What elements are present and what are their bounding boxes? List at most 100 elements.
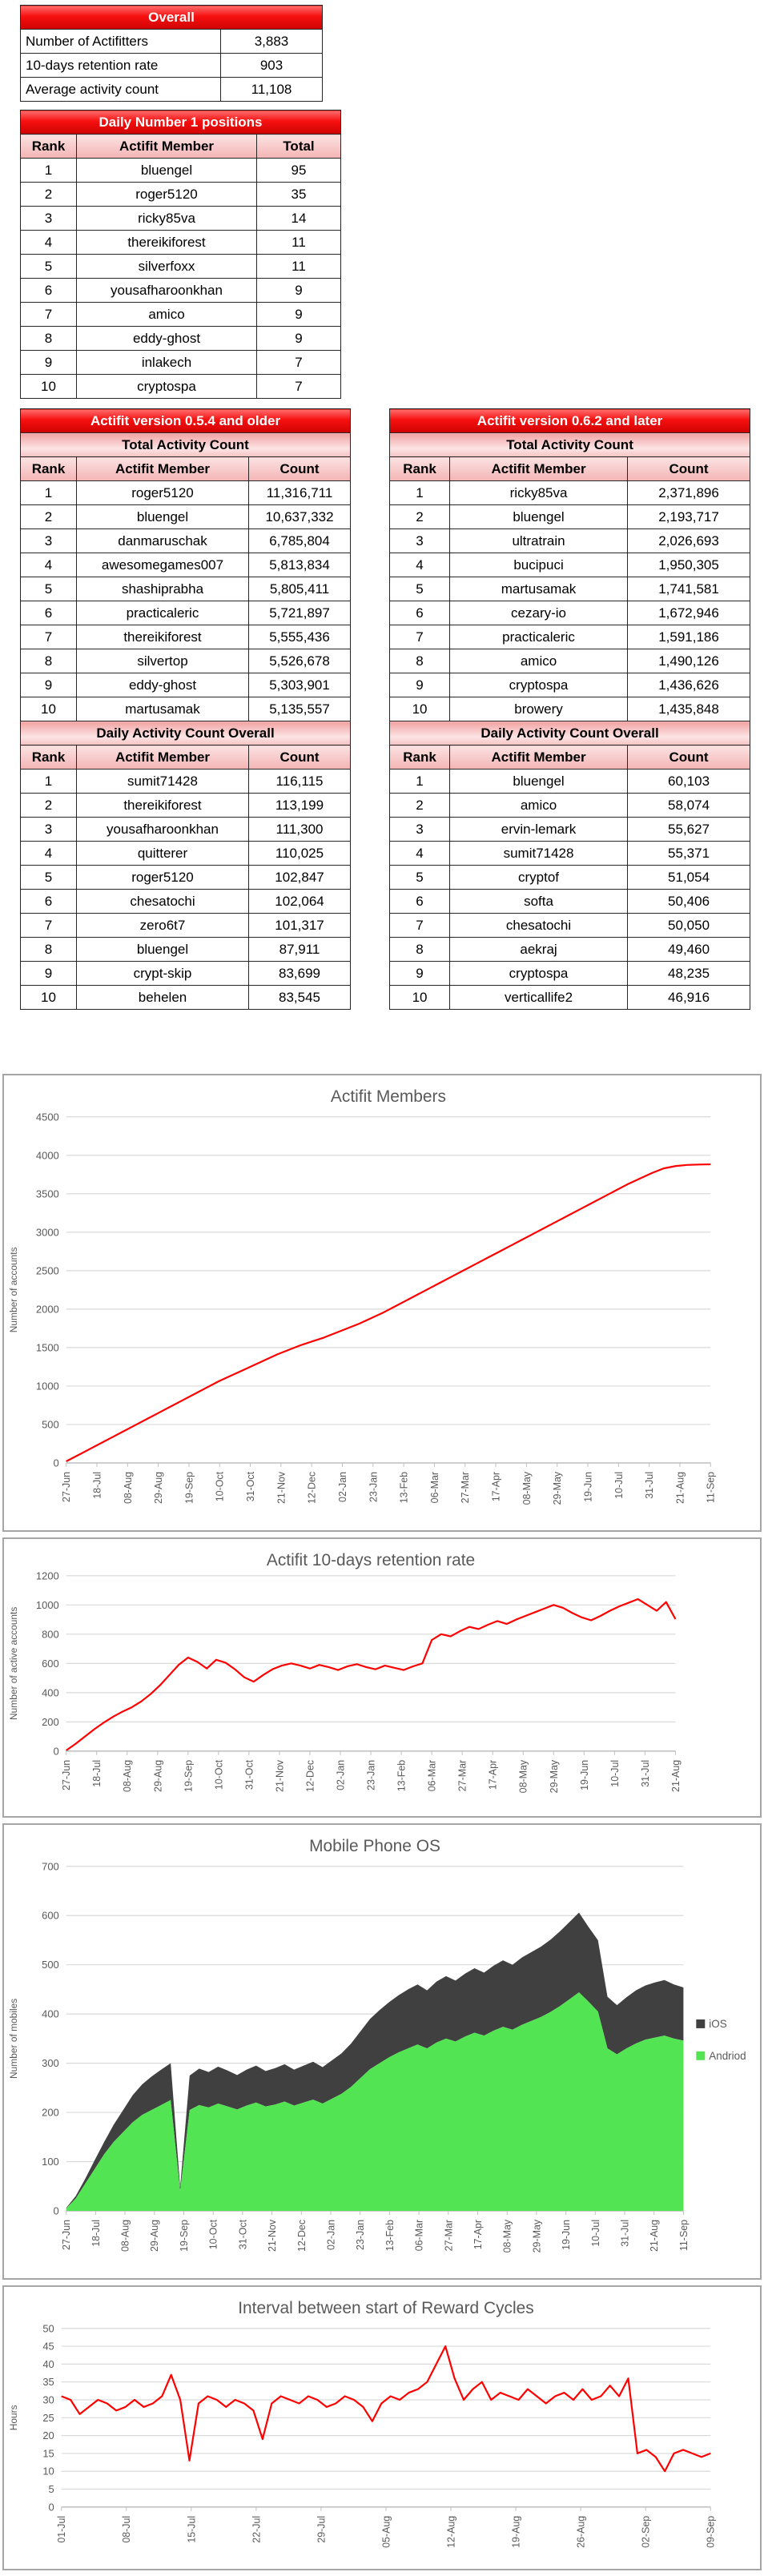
table-cell: 7 [389, 913, 451, 938]
svg-text:27-Jun: 27-Jun [61, 1472, 72, 1502]
table-row: Number of Actifitters 3,883 [20, 29, 323, 54]
table-cell: 102,847 [247, 865, 352, 890]
table-cell: 6,785,804 [247, 528, 352, 553]
svg-text:Hours: Hours [8, 2405, 19, 2430]
table-row: 6 practicaleric 5,721,897 [20, 601, 352, 625]
svg-text:50: 50 [42, 2322, 54, 2334]
table-row: 6 softa 50,406 [389, 889, 751, 914]
svg-text:18-Jul: 18-Jul [90, 2220, 102, 2247]
retention-chart: 0 200 400 600 800 1000 1200 27-Jun 18-Jul 08-Aug 2… [8, 1550, 682, 1792]
svg-text:15-Jul: 15-Jul [186, 2516, 197, 2543]
table-cell: 11 [256, 254, 341, 279]
reward-interval-chart: 0 5 10 15 20 25 30 35 40 45 50 01-Jul 08-Jul 15-Jul 22… [8, 2299, 717, 2548]
table-cell: 6 [20, 278, 77, 303]
table-cell: ultratrain [449, 528, 629, 553]
svg-text:12-Dec: 12-Dec [304, 1759, 316, 1791]
svg-text:08-Aug: 08-Aug [123, 1472, 134, 1504]
table-row: 8 silvertop 5,526,678 [20, 649, 352, 673]
table-cell: 50,050 [627, 913, 751, 938]
svg-text:3000: 3000 [36, 1226, 59, 1238]
table-cell: cryptospa [449, 673, 629, 697]
svg-text:31-Jul: 31-Jul [640, 1759, 651, 1786]
svg-text:10-Oct: 10-Oct [208, 2219, 219, 2249]
table-cell: 1,591,186 [627, 625, 751, 649]
svg-text:13-Feb: 13-Feb [396, 1759, 408, 1790]
table-cell: 5 [20, 577, 77, 601]
svg-text:100: 100 [42, 2156, 59, 2168]
table-cell: 11 [256, 230, 341, 255]
svg-text:08-May: 08-May [502, 2219, 513, 2252]
table-cell: 1 [389, 480, 451, 505]
table-cell: 10 [20, 985, 77, 1010]
table-cell: roger5120 [76, 480, 249, 505]
table-cell: 6 [389, 601, 451, 625]
svg-text:600: 600 [42, 1657, 59, 1669]
svg-text:06-Mar: 06-Mar [427, 1759, 438, 1790]
table-row: 9 cryptospa 48,235 [389, 961, 751, 986]
table-row: 10-days retention rate 903 [20, 53, 323, 78]
table-cell: sumit71428 [449, 841, 629, 866]
table-cell: 1,435,848 [627, 697, 751, 721]
tables-section: Overall Number of Actifitters 3,883 10-day… [0, 5, 764, 1010]
svg-text:Number of accounts: Number of accounts [8, 1247, 19, 1332]
table-cell: eddy-ghost [76, 673, 249, 697]
table-cell: 87,911 [247, 937, 352, 962]
svg-text:800: 800 [42, 1628, 59, 1640]
column-header: Actifit Member [76, 134, 257, 159]
svg-text:30: 30 [42, 2393, 54, 2405]
table-row: 2 bluengel 10,637,332 [20, 504, 352, 529]
table-cell: 4 [389, 553, 451, 577]
table-cell: silverfoxx [76, 254, 257, 279]
svg-text:12-Aug: 12-Aug [446, 2515, 457, 2547]
svg-text:21-Aug: 21-Aug [649, 2220, 660, 2252]
svg-text:19-Sep: 19-Sep [179, 2220, 190, 2252]
table-cell: 111,300 [247, 817, 352, 842]
table-row: 5 roger5120 102,847 [20, 865, 352, 890]
svg-text:05-Aug: 05-Aug [380, 2515, 392, 2547]
table-cell: quitterer [76, 841, 249, 866]
table-cell: cryptof [449, 865, 629, 890]
table-cell: 7 [389, 625, 451, 649]
v062-daily-subtitle: Daily Activity Count Overall [389, 721, 751, 745]
table-cell: 102,064 [247, 889, 352, 914]
table-row: 7 zero6t7 101,317 [20, 913, 352, 938]
table-row: 2 bluengel 2,193,717 [389, 504, 751, 529]
table-cell: 7 [20, 913, 77, 938]
table-cell: 6 [20, 601, 77, 625]
table-cell: 4 [389, 841, 451, 866]
v062-title: Actifit version 0.6.2 and later [389, 408, 751, 433]
svg-text:09-Sep: 09-Sep [706, 2515, 717, 2547]
svg-text:20: 20 [42, 2429, 54, 2441]
table-cell: 2 [20, 182, 77, 207]
daily-number1-title: Daily Number 1 positions [20, 110, 341, 135]
table-cell: 55,371 [627, 841, 751, 866]
table-cell: 3 [20, 528, 77, 553]
svg-text:19-Jun: 19-Jun [561, 2220, 572, 2250]
table-row: 8 aekraj 49,460 [389, 937, 751, 962]
table-cell: 1 [389, 769, 451, 794]
table-cell: 1 [20, 769, 77, 794]
svg-text:0: 0 [49, 2501, 54, 2513]
table-cell: roger5120 [76, 182, 257, 207]
svg-text:25: 25 [42, 2412, 54, 2424]
table-row: 4 sumit71428 55,371 [389, 841, 751, 866]
table-cell: Average activity count [20, 77, 221, 102]
table-row: 1 sumit71428 116,115 [20, 769, 352, 794]
svg-text:500: 500 [42, 1418, 59, 1430]
table-row: 5 shashiprabha 5,805,411 [20, 577, 352, 601]
svg-text:18-Jul: 18-Jul [91, 1472, 103, 1499]
svg-text:300: 300 [42, 2057, 59, 2069]
table-cell: 4 [20, 553, 77, 577]
table-row: 3 ricky85va 14 [20, 206, 341, 231]
table-cell: 1,741,581 [627, 577, 751, 601]
svg-text:26-Aug: 26-Aug [576, 2515, 587, 2547]
column-header: Count [247, 456, 352, 481]
svg-text:10-Jul: 10-Jul [613, 1472, 625, 1499]
table-row: 10 cryptospa 7 [20, 374, 341, 399]
table-cell: 5 [20, 254, 77, 279]
svg-text:Number of active accounts: Number of active accounts [8, 1606, 19, 1719]
svg-text:29-Aug: 29-Aug [149, 2220, 160, 2252]
table-cell: 5,303,901 [247, 673, 352, 697]
column-header: Count [247, 745, 352, 770]
table-row: 3 ervin-lemark 55,627 [389, 817, 751, 842]
